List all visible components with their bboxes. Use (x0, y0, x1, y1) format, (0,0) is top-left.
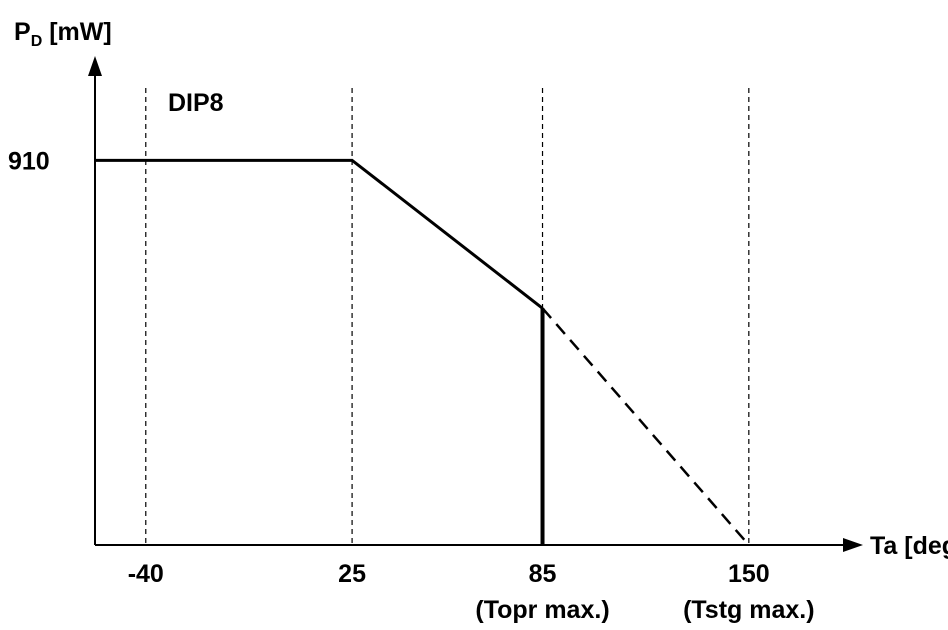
y-tick-label: 910 (8, 147, 50, 175)
x-tick-label: -40 (128, 560, 164, 588)
x-axis-arrow (843, 538, 863, 552)
x-axis-title: Ta [deg] (870, 532, 948, 560)
reference-lines (145, 88, 750, 545)
series-line-dashed (541, 307, 750, 546)
x-tick-label: 25 (338, 560, 366, 588)
series-group (95, 158, 750, 546)
x-tick-label: 150 (728, 560, 770, 588)
series-line-solid (95, 158, 544, 310)
labels-group: PD [mW] Ta [deg] DIP8 910 -40 25 85 (Topr ma… (8, 18, 948, 624)
series-label-dip8: DIP8 (168, 89, 224, 117)
y-axis-title-unit: [mW] (42, 18, 111, 46)
x-tick-label: 85 (529, 560, 557, 588)
x-tick-note: (Tstg max.) (683, 596, 815, 624)
y-axis-title: PD [mW] (14, 18, 112, 50)
x-tick-note: (Topr max.) (475, 596, 609, 624)
y-axis-title-main: P (14, 18, 31, 46)
axes (88, 56, 863, 552)
y-axis-title-sub: D (31, 33, 43, 50)
y-axis-arrow (88, 56, 102, 76)
